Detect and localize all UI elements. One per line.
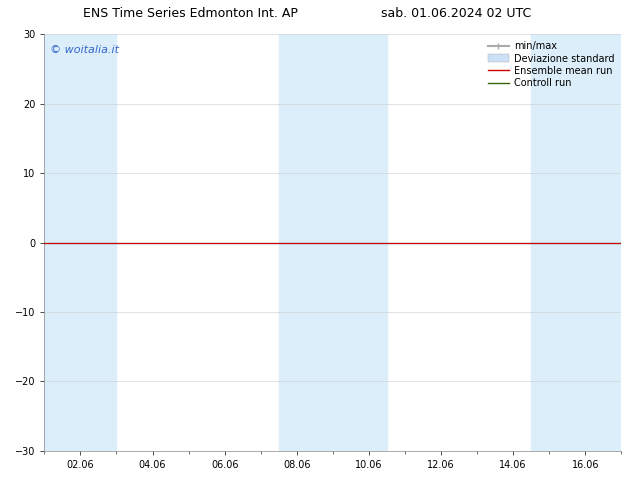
Bar xyxy=(531,34,560,451)
Text: ENS Time Series Edmonton Int. AP: ENS Time Series Edmonton Int. AP xyxy=(83,7,297,21)
Bar xyxy=(44,34,74,451)
Text: sab. 01.06.2024 02 UTC: sab. 01.06.2024 02 UTC xyxy=(382,7,531,21)
Legend: min/max, Deviazione standard, Ensemble mean run, Controll run: min/max, Deviazione standard, Ensemble m… xyxy=(486,39,616,90)
Bar xyxy=(560,34,621,451)
Bar xyxy=(279,34,315,451)
Text: © woitalia.it: © woitalia.it xyxy=(50,45,119,55)
Bar xyxy=(74,34,117,451)
Bar xyxy=(315,34,387,451)
